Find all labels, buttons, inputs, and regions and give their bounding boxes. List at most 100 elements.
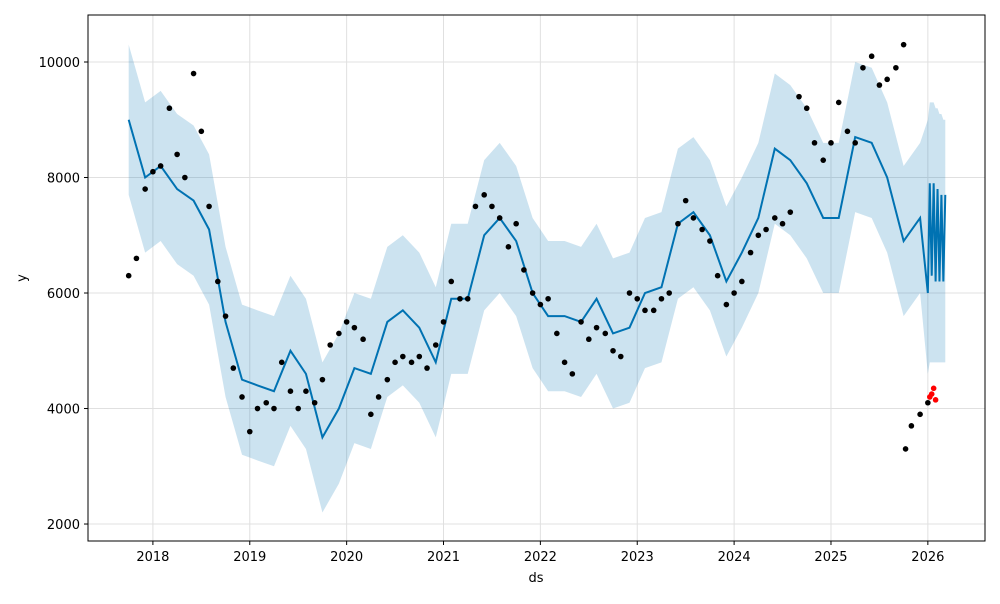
future-point [928, 391, 935, 397]
observed-point [578, 319, 584, 325]
observed-point [336, 330, 342, 337]
observed-point [868, 53, 875, 60]
observed-point [925, 399, 931, 406]
observed-point [610, 347, 616, 354]
observed-point [707, 238, 713, 244]
observed-point [384, 376, 391, 383]
x-tick-label: 2019 [233, 550, 266, 565]
observed-point [763, 226, 769, 233]
observed-point [642, 307, 648, 314]
observed-point [489, 203, 495, 210]
observed-point [472, 203, 479, 210]
observed-point [360, 336, 366, 343]
observed-point [811, 140, 818, 146]
x-tick-label: 2023 [621, 550, 654, 565]
observed-point [327, 342, 333, 348]
observed-point [755, 232, 762, 239]
x-tick-label: 2024 [718, 550, 751, 565]
observed-point [900, 41, 907, 48]
observed-point [440, 319, 447, 325]
observed-point [617, 353, 624, 360]
x-tick-label: 2025 [814, 550, 847, 565]
observed-point [876, 82, 883, 88]
observed-point [408, 359, 415, 366]
observed-point [634, 295, 641, 302]
observed-point [658, 295, 665, 302]
observed-point [400, 353, 406, 360]
observed-point [182, 174, 188, 181]
observed-point [529, 290, 536, 296]
observed-point [747, 249, 754, 256]
observed-point [666, 290, 673, 296]
observed-point [142, 186, 148, 192]
future-point [932, 397, 939, 403]
observed-point [125, 272, 132, 279]
observed-point [779, 220, 786, 227]
y-tick-label: 2000 [47, 518, 80, 533]
forecast-line [127, 119, 947, 441]
observed-point [263, 399, 270, 406]
observed-point [246, 428, 253, 435]
observed-point [771, 215, 778, 221]
observed-point [602, 330, 609, 337]
observed-point [432, 342, 439, 348]
y-tick-label: 6000 [47, 287, 80, 302]
observed-point [893, 64, 899, 71]
observed-point [569, 371, 576, 377]
observed-point [561, 359, 568, 366]
observed-point [343, 319, 350, 325]
observed-point [545, 295, 551, 302]
observed-point [239, 394, 245, 400]
observed-point [593, 324, 600, 331]
observed-point [731, 290, 737, 296]
observed-point [295, 405, 302, 412]
observed-point [319, 376, 326, 383]
observed-point [820, 157, 827, 163]
observed-point [513, 220, 519, 227]
observed-point [303, 388, 309, 394]
observed-point [852, 140, 858, 146]
observed-point [860, 64, 866, 71]
observed-point [690, 215, 697, 221]
observed-point [554, 330, 560, 337]
observed-point [902, 446, 909, 452]
uncertainty-band [128, 44, 946, 513]
observed-point [190, 70, 197, 77]
observed-point [271, 405, 277, 412]
observed-point [682, 197, 689, 204]
observed-point [254, 405, 261, 412]
observed-point [496, 215, 503, 221]
observed-point [174, 151, 180, 158]
observed-point [311, 399, 318, 406]
plot-frame [87, 14, 986, 542]
observed-point [481, 192, 487, 198]
observed-point [215, 278, 221, 285]
observed-point [917, 411, 923, 418]
observed-point [537, 301, 544, 308]
observed-point [787, 209, 794, 215]
observed-point [464, 295, 471, 302]
x-tick-label: 2020 [330, 550, 363, 565]
observed-point [828, 140, 834, 146]
observed-point [586, 336, 592, 343]
observed-point [626, 290, 633, 296]
observed-point [803, 105, 810, 112]
x-axis-label: ds [528, 571, 543, 586]
observed-point [375, 394, 382, 400]
x-tick-label: 2021 [427, 550, 460, 565]
observed-point [505, 244, 512, 250]
observed-point [675, 220, 681, 227]
observed-point [278, 359, 285, 366]
observed-point [796, 93, 802, 100]
observed-point [166, 105, 173, 112]
y-tick-label: 8000 [47, 172, 80, 187]
observed-point [884, 76, 890, 83]
observed-point [908, 423, 915, 429]
observed-point [206, 203, 212, 210]
observed-point [133, 255, 140, 262]
x-tick-label: 2018 [136, 550, 169, 565]
observed-point [351, 324, 358, 331]
